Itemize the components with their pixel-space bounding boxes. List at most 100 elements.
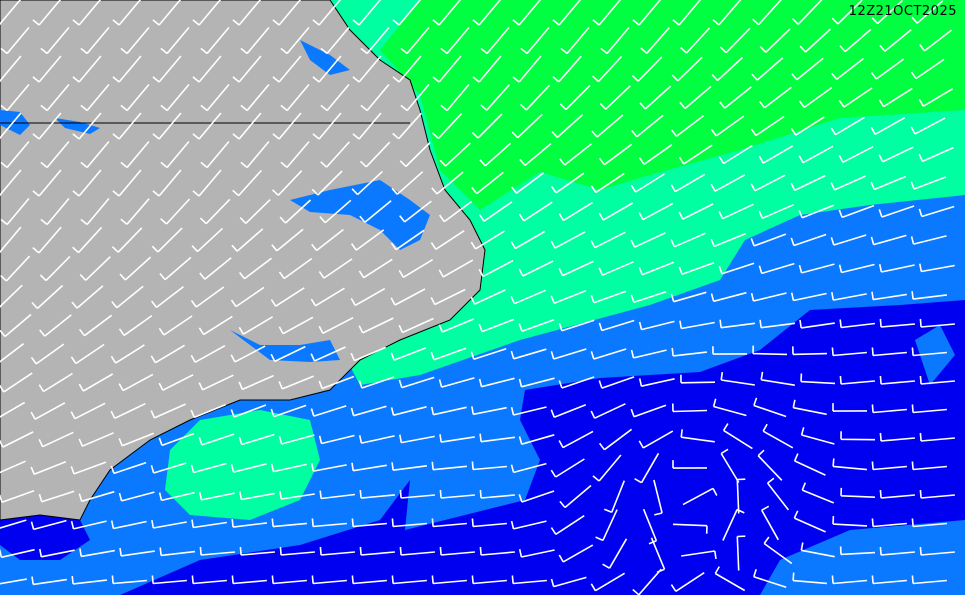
wind-barb xyxy=(638,320,675,331)
wind-barb xyxy=(681,550,717,560)
wind-barb xyxy=(358,435,395,444)
wind-barb xyxy=(318,434,355,445)
wind-barb xyxy=(472,55,502,83)
wind-barb xyxy=(72,226,103,254)
wind-barb xyxy=(598,319,635,332)
wind-barb xyxy=(918,205,955,218)
wind-barb xyxy=(118,373,154,392)
wind-barb xyxy=(479,489,515,499)
wind-barb xyxy=(32,169,62,197)
wind-barb xyxy=(0,83,30,112)
wind-barb xyxy=(198,315,233,336)
wind-barb xyxy=(638,378,675,387)
wind-barb xyxy=(792,572,827,585)
wind-barb xyxy=(638,261,675,276)
wind-barb xyxy=(430,288,466,306)
wind-barb xyxy=(151,519,187,529)
wind-barb xyxy=(680,429,715,443)
wind-barb xyxy=(31,284,64,310)
wind-barb xyxy=(758,203,794,220)
wind-barb xyxy=(39,548,75,558)
wind-barb xyxy=(430,230,465,250)
wind-barb xyxy=(480,26,510,55)
wind-barb xyxy=(351,575,387,585)
wind-barb xyxy=(0,519,27,529)
wind-barb xyxy=(551,114,584,138)
wind-barb xyxy=(190,286,225,308)
wind-barb xyxy=(320,141,350,168)
wind-barb xyxy=(790,174,826,192)
wind-barb xyxy=(879,318,915,328)
wind-barb xyxy=(70,343,105,365)
wind-barb xyxy=(38,490,75,503)
region-dark-blue-southwest xyxy=(0,515,90,560)
wind-barb xyxy=(631,114,664,138)
wind-barb xyxy=(878,264,915,273)
wind-barb xyxy=(391,462,428,471)
wind-barb xyxy=(280,26,310,55)
wind-barb xyxy=(758,86,792,109)
wind-barb xyxy=(600,26,630,55)
wind-barb xyxy=(558,201,593,222)
wind-barb xyxy=(550,458,585,478)
wind-barb xyxy=(871,575,907,585)
wind-barb xyxy=(471,575,507,585)
wind-barb xyxy=(350,287,386,307)
wind-barb xyxy=(798,86,833,109)
wind-barb xyxy=(878,87,913,108)
wind-barb xyxy=(118,432,155,447)
wind-barb xyxy=(190,345,226,363)
wind-barb xyxy=(632,568,662,595)
wind-barb xyxy=(200,26,230,55)
wind-barb xyxy=(151,575,187,585)
wind-barb xyxy=(359,546,395,556)
wind-barb xyxy=(38,431,74,448)
wind-barb xyxy=(0,343,25,363)
wind-barb xyxy=(518,434,555,445)
wind-barb xyxy=(272,0,302,26)
wind-barb xyxy=(318,316,354,335)
wind-barb xyxy=(798,204,835,219)
wind-barb xyxy=(351,518,387,528)
wind-barb xyxy=(431,518,467,528)
wind-barb xyxy=(398,317,434,334)
wind-barb xyxy=(793,510,826,533)
wind-barb xyxy=(278,375,315,390)
wind-barb xyxy=(0,169,22,197)
wind-barb xyxy=(479,433,516,443)
wind-barb xyxy=(839,375,875,385)
wind-barb xyxy=(278,257,313,280)
wind-barb xyxy=(199,546,235,556)
wind-barb xyxy=(670,291,707,303)
wind-barb xyxy=(511,575,547,585)
wind-barb xyxy=(431,575,467,585)
wind-barb xyxy=(399,489,435,499)
wind-barb xyxy=(879,432,915,442)
wind-barb xyxy=(318,258,353,279)
wind-barb xyxy=(320,26,350,55)
wind-barb xyxy=(870,58,905,80)
wind-barb xyxy=(879,29,912,52)
wind-barb xyxy=(751,57,784,81)
wind-barb xyxy=(31,576,67,586)
wind-barb xyxy=(670,232,706,248)
wind-barb xyxy=(159,256,192,281)
wind-barb xyxy=(358,317,394,334)
wind-barb xyxy=(312,0,342,26)
wind-barb xyxy=(152,0,182,26)
wind-barb xyxy=(598,202,634,221)
wind-barb xyxy=(879,489,915,499)
wind-barb xyxy=(198,374,234,391)
wind-barb xyxy=(719,27,751,54)
wind-barb xyxy=(40,197,70,226)
wind-barb xyxy=(311,518,347,528)
wind-barb xyxy=(670,572,705,592)
wind-barb xyxy=(351,170,383,196)
wind-barb xyxy=(319,546,355,556)
wind-barb xyxy=(758,262,795,275)
wind-barb xyxy=(30,343,65,365)
wind-barb xyxy=(80,140,110,169)
wind-barb xyxy=(598,261,634,276)
wind-barb xyxy=(592,0,622,26)
